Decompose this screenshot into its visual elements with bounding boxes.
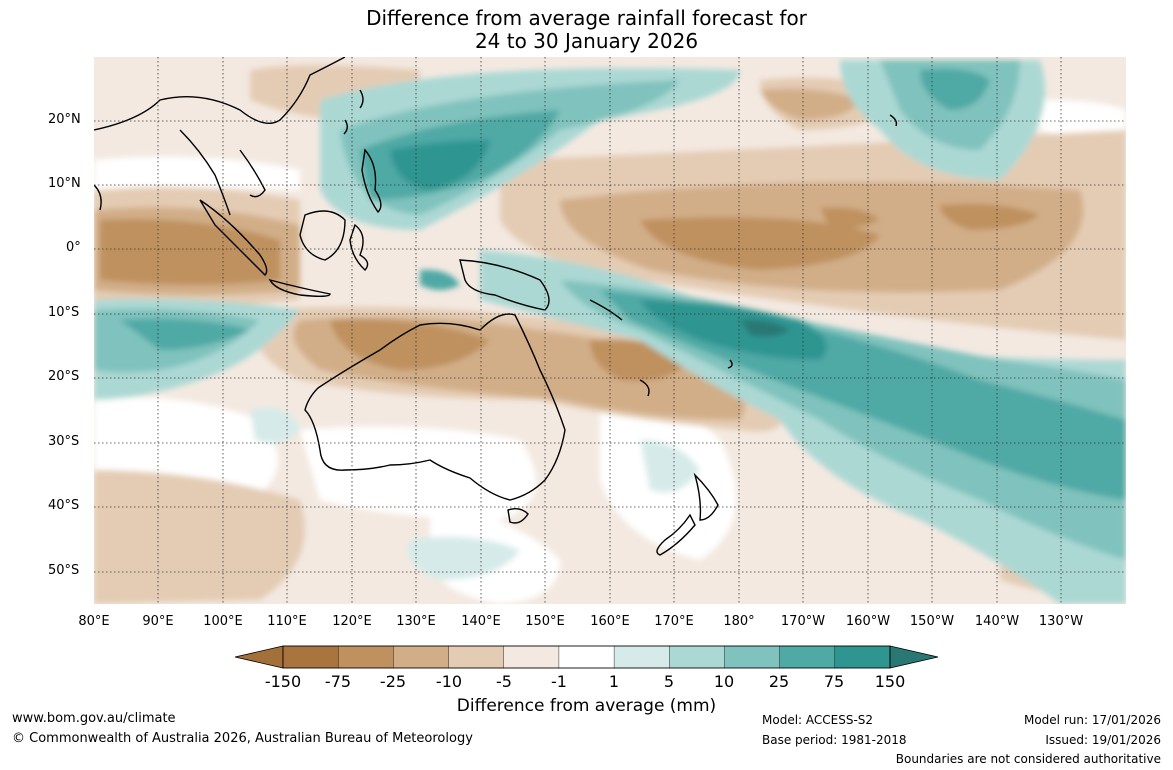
rainfall-anomaly-map [94,57,1126,669]
colorbar-label: -1 [551,672,567,691]
latitude-label: 50°S [48,563,80,578]
colorbar-label: -10 [435,672,463,691]
model-run-date: Model run: 17/01/2026 [1023,713,1161,727]
colorbar-swatch [558,645,615,669]
longitude-label: 170°E [654,614,694,629]
colorbar-title: Difference from average (mm) [456,696,717,716]
copyright-text: © Commonwealth of Australia 2026, Austra… [12,731,473,746]
latitude-label: 20°N [48,112,81,127]
colorbar-swatch [337,645,395,669]
boundaries-disclaimer: Boundaries are not considered authoritat… [895,752,1161,766]
colorbar-swatch [669,645,726,669]
latitude-label: 40°S [48,498,80,513]
longitude-label: 90°E [142,614,174,629]
latitude-label: 0° [66,240,81,255]
latitude-label: 10°N [48,176,81,191]
colorbar-label: 10 [713,672,735,691]
longitude-label: 120°E [332,614,372,629]
longitude-label: 150°W [909,614,955,629]
colorbar-swatch [393,645,450,669]
longitude-label: 110°E [267,614,307,629]
colorbar-swatch [448,645,505,669]
colorbar-swatch [613,645,670,669]
issued-date: Issued: 19/01/2026 [1045,733,1161,747]
colorbar-label: 25 [768,672,790,691]
colorbar-swatch [282,645,339,669]
colorbar-label: -25 [379,672,407,691]
colorbar-swatch [503,645,560,669]
latitude-label: 10°S [48,305,80,320]
longitude-label: 80°E [78,614,110,629]
colorbar-wet-arrow [889,645,939,669]
longitude-label: 180° [723,614,755,629]
longitude-label: 160°E [590,614,630,629]
longitude-label: 140°W [974,614,1020,629]
longitude-label: 100°E [203,614,243,629]
colorbar-dry-arrow [234,645,284,669]
colorbar-label: -5 [496,672,512,691]
longitude-label: 170°W [780,614,826,629]
graticule [94,57,1126,604]
colour-bar [234,645,939,669]
base-period: Base period: 1981-2018 [762,733,907,747]
colorbar-swatch [834,645,891,669]
latitude-label: 30°S [48,434,80,449]
colorbar-label: -75 [324,672,352,691]
longitude-label: 160°W [845,614,891,629]
colorbar-label: 75 [823,672,845,691]
map-title-line-1: Difference from average rainfall forecas… [366,6,807,30]
map-title-line-2: 24 to 30 January 2026 [474,29,699,53]
colorbar-swatch [724,645,781,669]
longitude-label: 130°W [1038,614,1084,629]
colorbar-label: 1 [608,672,620,691]
longitude-label: 130°E [396,614,436,629]
colorbar-label: -150 [264,672,302,691]
anomaly-field [94,57,1126,604]
colorbar-label: 150 [874,672,906,691]
colorbar-swatch [779,645,836,669]
colorbar-label: 5 [663,672,675,691]
longitude-label: 140°E [461,614,501,629]
model-name: Model: ACCESS-S2 [762,713,874,727]
website-link[interactable]: www.bom.gov.au/climate [12,711,176,726]
longitude-label: 150°E [525,614,565,629]
latitude-label: 20°S [48,369,80,384]
